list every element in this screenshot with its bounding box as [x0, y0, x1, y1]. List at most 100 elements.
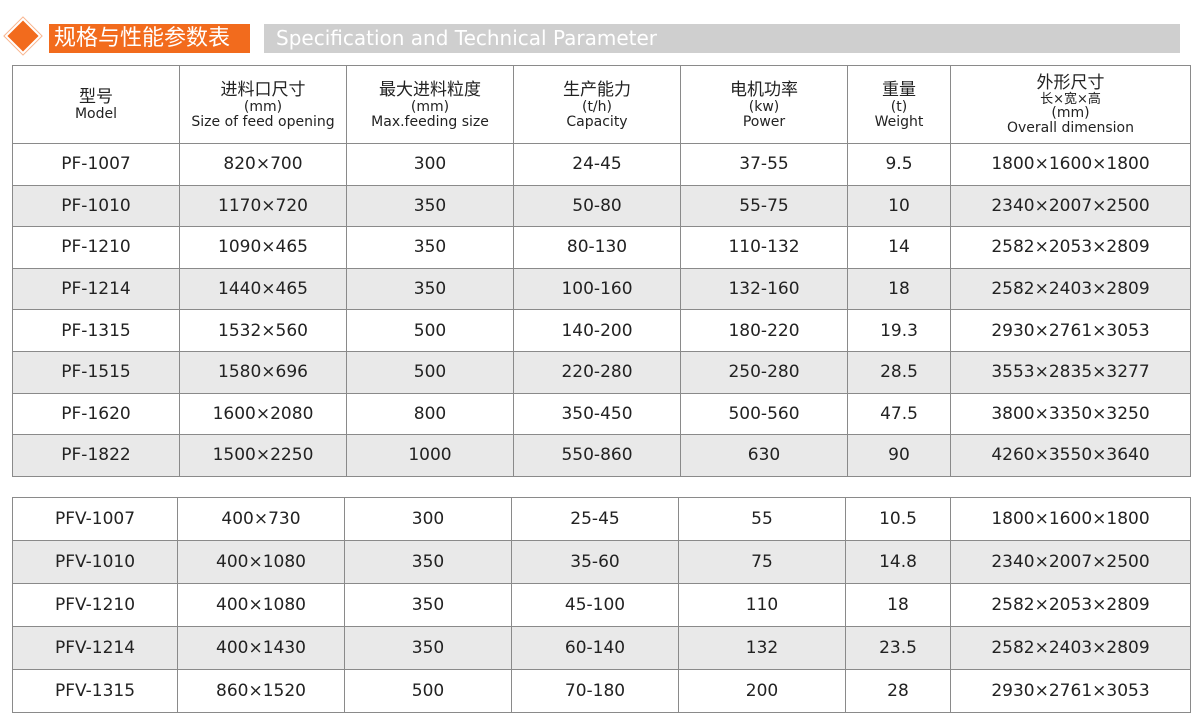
table-cell: 50-80 [513, 184, 681, 228]
table-row: PFV-1214 400×1430 350 60-140 132 23.5 2582×240… [12, 626, 1191, 670]
column-header-cn: 外形尺寸 [1036, 73, 1105, 93]
table-cell: 70-180 [511, 669, 679, 713]
table-header-row: 型号 Model 进料口尺寸 (mm) Size of feed opening 最大进料… [12, 65, 1191, 144]
table-cell: 500-560 [680, 392, 848, 436]
table-cell: 550-860 [513, 434, 681, 477]
table-cell: 2582×2403×2809 [950, 267, 1191, 311]
table-cell: 24-45 [513, 143, 681, 186]
table-cell: 132-160 [680, 267, 848, 311]
table-cell: 2582×2053×2809 [950, 583, 1191, 627]
table-cell: 1600×2080 [179, 392, 347, 436]
table-cell: 2340×2007×2500 [950, 184, 1191, 228]
table-cell: 350 [344, 540, 512, 584]
table-cell: 25-45 [511, 497, 679, 541]
table-row: PFV-1007 400×730 300 25-45 55 10.5 1800×1600×1… [12, 497, 1191, 541]
table-cell: 132 [678, 626, 846, 670]
table-cell: 350 [344, 583, 512, 627]
table-cell: 9.5 [847, 143, 951, 186]
table-cell: 2582×2403×2809 [950, 626, 1191, 670]
column-header-unit: (mm) [243, 98, 283, 115]
table-row: PFV-1315 860×1520 500 70-180 200 28 2930×2761×… [12, 669, 1191, 713]
table-cell: 350 [346, 226, 514, 269]
column-header: 重量 (t) Weight [847, 65, 951, 144]
table-row: PF-1822 1500×2250 1000 550-860 630 90 4260×355… [12, 434, 1191, 477]
table-cell: 1090×465 [179, 226, 347, 269]
table-cell: 75 [678, 540, 846, 584]
table-cell: 400×730 [177, 497, 345, 541]
table-cell: 35-60 [511, 540, 679, 584]
table-cell: 180-220 [680, 309, 848, 352]
table-cell: PF-1822 [12, 434, 180, 477]
table-cell: 1440×465 [179, 267, 347, 311]
table-cell: 110-132 [680, 226, 848, 269]
table-cell: 200 [678, 669, 846, 713]
column-header-sub: 长×宽×高 [1040, 92, 1101, 107]
table-cell: 300 [346, 143, 514, 186]
table-cell: 350 [344, 626, 512, 670]
table-cell: 47.5 [847, 392, 951, 436]
table-cell: PF-1010 [12, 184, 180, 228]
table-cell: 2340×2007×2500 [950, 540, 1191, 584]
table-cell: 14 [847, 226, 951, 269]
table-cell: 90 [847, 434, 951, 477]
table-row: PFV-1210 400×1080 350 45-100 110 18 2582×2053×… [12, 583, 1191, 627]
table-row: PF-1214 1440×465 350 100-160 132-160 18 2582×2… [12, 267, 1191, 311]
table-cell: PFV-1315 [12, 669, 178, 713]
table-cell: 630 [680, 434, 848, 477]
table-cell: PFV-1010 [12, 540, 178, 584]
table-cell: 3800×3350×3250 [950, 392, 1191, 436]
table-cell: 400×1080 [177, 583, 345, 627]
column-header-en: Weight [874, 113, 924, 130]
column-header: 最大进料粒度 (mm) Max.feeding size [346, 65, 514, 144]
column-header-unit: (t) [890, 98, 908, 115]
table-cell: 3553×2835×3277 [950, 350, 1191, 394]
table-row: PF-1515 1580×696 500 220-280 250-280 28.5 3553… [12, 350, 1191, 394]
table-cell: 4260×3550×3640 [950, 434, 1191, 477]
pfv-spec-table: PFV-1007 400×730 300 25-45 55 10.5 1800×1600×1… [12, 497, 1191, 713]
diamond-icon [7, 20, 39, 52]
section-title-en: Specification and Technical Parameter [264, 24, 1180, 53]
table-cell: 28.5 [847, 350, 951, 394]
column-header-en: Power [742, 113, 786, 130]
column-header-en: Model [74, 106, 118, 122]
table-cell: 1800×1600×1800 [950, 143, 1191, 186]
column-header-cn: 最大进料粒度 [379, 79, 481, 100]
table-cell: 60-140 [511, 626, 679, 670]
column-header-unit: (kw) [748, 98, 780, 115]
table-row: PFV-1010 400×1080 350 35-60 75 14.8 2340×2007×… [12, 540, 1191, 584]
table-cell: 500 [344, 669, 512, 713]
table-cell: 300 [344, 497, 512, 541]
table-row: PF-1007 820×700 300 24-45 37-55 9.5 1800×1600×… [12, 143, 1191, 186]
table-row: PF-1620 1600×2080 800 350-450 500-560 47.5 380… [12, 392, 1191, 436]
table-cell: 1170×720 [179, 184, 347, 228]
table-row: PF-1210 1090×465 350 80-130 110-132 14 2582×20… [12, 226, 1191, 269]
table-cell: 28 [845, 669, 951, 713]
column-header-en: Overall dimension [1006, 120, 1134, 136]
table-cell: 45-100 [511, 583, 679, 627]
table-cell: 220-280 [513, 350, 681, 394]
table-cell: 18 [845, 583, 951, 627]
table-cell: PF-1515 [12, 350, 180, 394]
table-cell: 10.5 [845, 497, 951, 541]
table-cell: PFV-1210 [12, 583, 178, 627]
table-cell: 500 [346, 350, 514, 394]
table-cell: 18 [847, 267, 951, 311]
column-header-cn: 重量 [882, 79, 916, 100]
column-header-cn: 生产能力 [563, 79, 631, 100]
table-cell: 350 [346, 184, 514, 228]
column-header-cn: 进料口尺寸 [220, 79, 306, 100]
table-cell: 1000 [346, 434, 514, 477]
table-row: PF-1010 1170×720 350 50-80 55-75 10 2340×2007×… [12, 184, 1191, 228]
table-cell: 400×1430 [177, 626, 345, 670]
table-cell: 55 [678, 497, 846, 541]
column-header-en: Capacity [566, 113, 628, 130]
table-cell: 19.3 [847, 309, 951, 352]
table-cell: 1532×560 [179, 309, 347, 352]
table-cell: PF-1214 [12, 267, 180, 311]
table-cell: PF-1007 [12, 143, 180, 186]
table-cell: 2930×2761×3053 [950, 669, 1191, 713]
table-cell: 80-130 [513, 226, 681, 269]
column-header-unit: (mm) [410, 98, 450, 115]
column-header: 电机功率 (kw) Power [680, 65, 848, 144]
column-header-en: Size of feed opening [191, 113, 335, 130]
